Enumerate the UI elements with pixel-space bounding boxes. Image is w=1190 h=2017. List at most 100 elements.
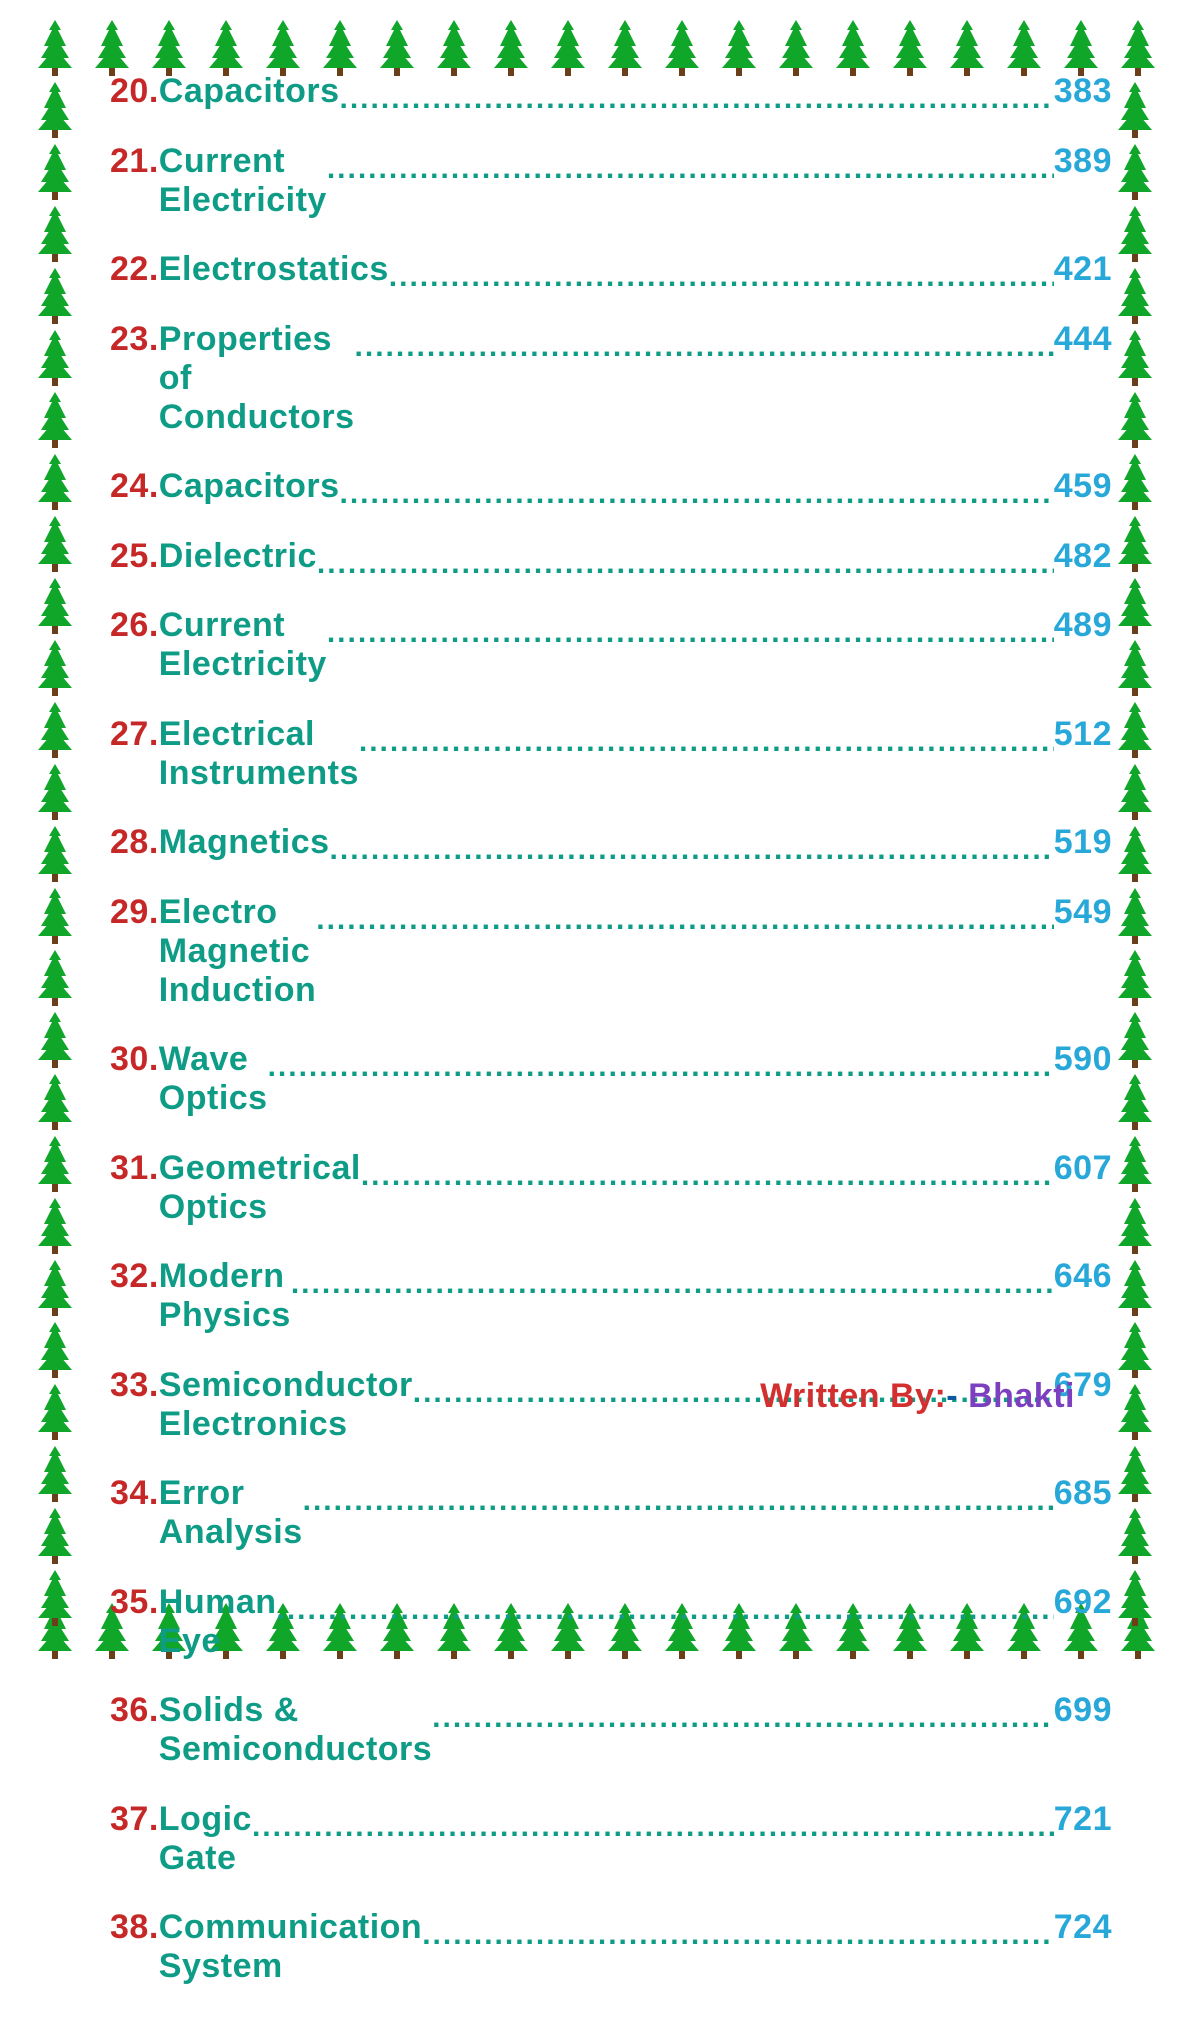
- tree-icon: [885, 20, 935, 76]
- toc-page: 489: [1054, 606, 1112, 645]
- toc-leader: ........................................…: [268, 1050, 1054, 1084]
- tree-icon: [30, 1260, 80, 1316]
- tree-icon: [201, 20, 251, 76]
- toc-dot: .: [149, 1366, 159, 1405]
- toc-number: 20: [110, 72, 149, 111]
- toc-leader: ........................................…: [355, 330, 1054, 364]
- toc-number: 24: [110, 467, 149, 506]
- tree-icon: [543, 20, 593, 76]
- toc-dot: .: [149, 320, 159, 359]
- tree-icon: [1110, 206, 1160, 262]
- toc-title: Current Electricity: [159, 142, 327, 220]
- toc-title: Electrical Instruments: [159, 715, 359, 793]
- toc-title: Human Eye: [159, 1583, 277, 1661]
- tree-icon: [372, 20, 422, 76]
- toc-title: Solids & Semiconductors: [159, 1691, 432, 1769]
- toc-number: 26: [110, 606, 149, 645]
- tree-icon: [30, 1508, 80, 1564]
- tree-icon: [30, 1322, 80, 1378]
- toc-row: 30. Wave Optics.........................…: [110, 1040, 1112, 1118]
- tree-icon: [771, 20, 821, 76]
- toc-leader: ........................................…: [359, 725, 1054, 759]
- tree-icon: [657, 20, 707, 76]
- toc-page: 389: [1054, 142, 1112, 181]
- toc-row: 25. Dielectric..........................…: [110, 537, 1112, 576]
- toc-number: 28: [110, 823, 149, 862]
- tree-icon: [1110, 1322, 1160, 1378]
- tree-icon: [30, 268, 80, 324]
- tree-icon: [315, 20, 365, 76]
- toc-number: 36: [110, 1691, 149, 1730]
- toc-title: Magnetics: [159, 823, 330, 862]
- toc-leader: ........................................…: [317, 547, 1054, 581]
- toc-leader: ........................................…: [277, 1593, 1054, 1627]
- toc-dot: .: [149, 1474, 159, 1513]
- tree-icon: [30, 640, 80, 696]
- toc-title: Modern Physics: [159, 1257, 291, 1335]
- tree-icon: [30, 144, 80, 200]
- toc-page: 482: [1054, 537, 1112, 576]
- toc-row: 36. Solids & Semiconductors.............…: [110, 1691, 1112, 1769]
- toc-number: 32: [110, 1257, 149, 1296]
- toc-number: 37: [110, 1800, 149, 1839]
- tree-icon: [942, 20, 992, 76]
- toc-title: Wave Optics: [159, 1040, 268, 1118]
- tree-icon: [1110, 702, 1160, 758]
- toc-leader: ........................................…: [252, 1810, 1054, 1844]
- tree-icon: [999, 20, 1049, 76]
- toc-page: 724: [1054, 1908, 1112, 1947]
- toc-page: 383: [1054, 72, 1112, 111]
- tree-icon: [1110, 1260, 1160, 1316]
- tree-icon: [30, 1198, 80, 1254]
- toc-page: 721: [1054, 1800, 1112, 1839]
- tree-icon: [1110, 764, 1160, 820]
- toc-row: 34. Error Analysis......................…: [110, 1474, 1112, 1552]
- tree-icon: [30, 1570, 80, 1626]
- toc-row: 21. Current Electricity.................…: [110, 142, 1112, 220]
- tree-icon: [1110, 578, 1160, 634]
- tree-icon: [714, 20, 764, 76]
- tree-icon: [1110, 950, 1160, 1006]
- tree-icon: [30, 392, 80, 448]
- toc-page: 459: [1054, 467, 1112, 506]
- toc-dot: .: [149, 1149, 159, 1188]
- tree-icon: [30, 454, 80, 510]
- tree-icon: [1110, 1384, 1160, 1440]
- toc-page: 685: [1054, 1474, 1112, 1513]
- toc-leader: ........................................…: [340, 82, 1054, 116]
- toc-row: 23. Properties of Conductors............…: [110, 320, 1112, 437]
- tree-icon: [30, 330, 80, 386]
- tree-icon: [1110, 82, 1160, 138]
- toc-page: 590: [1054, 1040, 1112, 1079]
- toc-dot: .: [149, 823, 159, 862]
- tree-icon: [30, 1136, 80, 1192]
- toc-number: 23: [110, 320, 149, 359]
- toc-number: 29: [110, 893, 149, 932]
- toc-title: Semiconductor Electronics: [159, 1366, 413, 1444]
- tree-icon: [1110, 1508, 1160, 1564]
- toc-number: 30: [110, 1040, 149, 1079]
- toc-title: Communication System: [159, 1908, 422, 1986]
- toc-title: Error Analysis: [159, 1474, 303, 1552]
- tree-icon: [87, 20, 137, 76]
- toc-leader: ........................................…: [327, 616, 1054, 650]
- toc-number: 31: [110, 1149, 149, 1188]
- tree-icon: [429, 20, 479, 76]
- toc-row: 35. Human Eye...........................…: [110, 1583, 1112, 1661]
- toc-title: Capacitors: [159, 467, 340, 506]
- tree-icon: [486, 20, 536, 76]
- tree-icon: [30, 888, 80, 944]
- tree-icon: [1110, 888, 1160, 944]
- tree-icon: [1110, 826, 1160, 882]
- toc-dot: .: [149, 1800, 159, 1839]
- tree-icon: [1110, 1074, 1160, 1130]
- toc-row: 24. Capacitors..........................…: [110, 467, 1112, 506]
- toc-number: 35: [110, 1583, 149, 1622]
- toc-number: 38: [110, 1908, 149, 1947]
- toc-dot: .: [149, 1257, 159, 1296]
- table-of-contents: 20. Capacitors..........................…: [110, 72, 1112, 2017]
- toc-leader: ........................................…: [316, 903, 1054, 937]
- toc-row: 26. Current Electricity.................…: [110, 606, 1112, 684]
- toc-dot: .: [149, 1908, 159, 1947]
- toc-title: Capacitors: [159, 72, 340, 111]
